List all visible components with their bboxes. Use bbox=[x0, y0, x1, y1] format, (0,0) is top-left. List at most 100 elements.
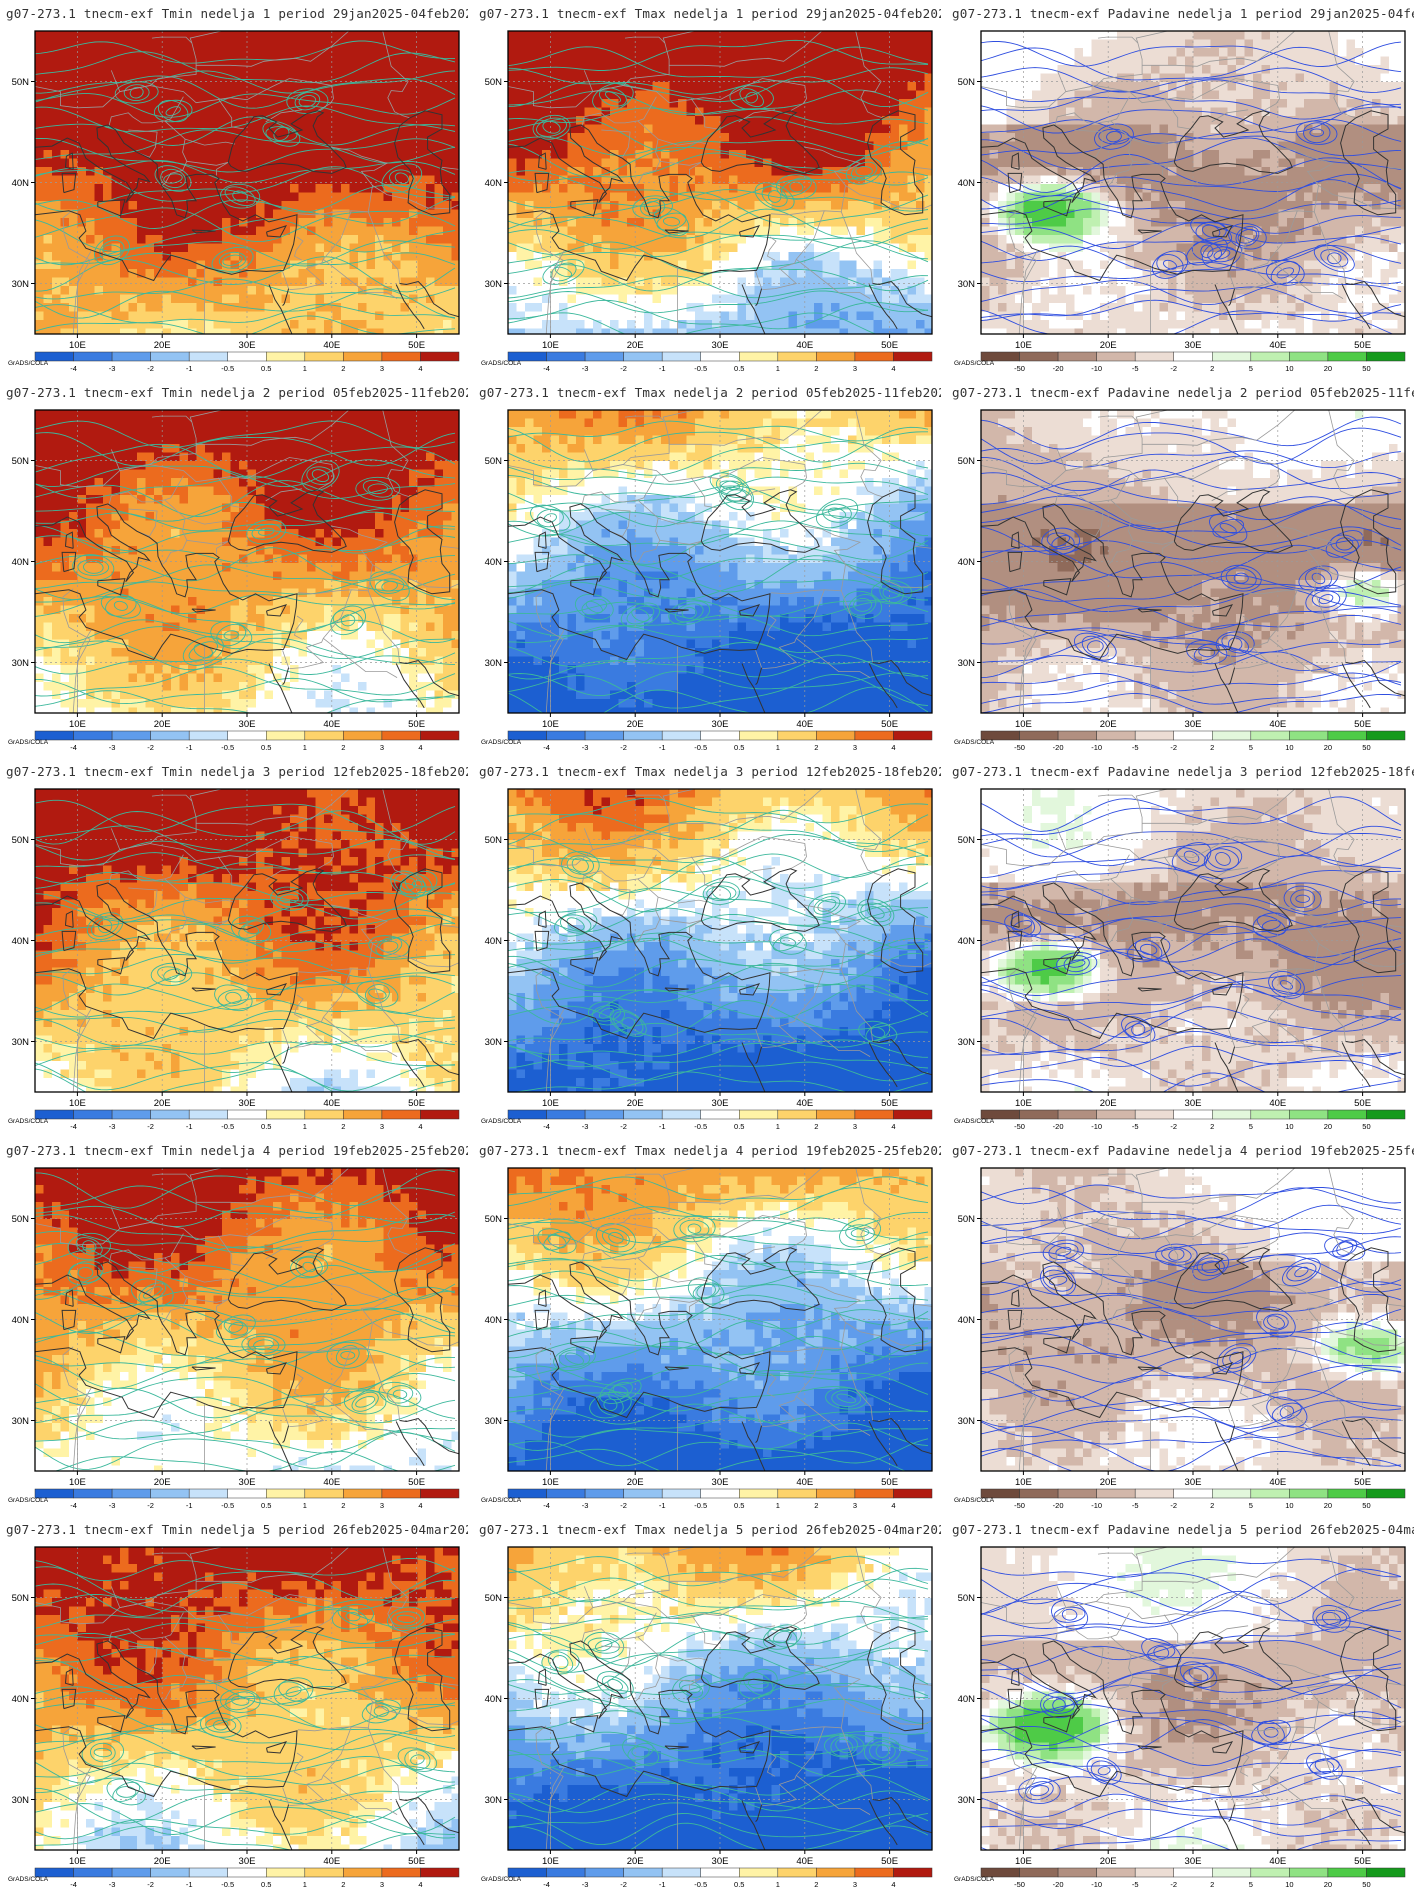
legend-label: -10 bbox=[1091, 1880, 1102, 1889]
lon-tick-label: 10E bbox=[1015, 719, 1032, 730]
lat-tick-label: 40N bbox=[958, 936, 976, 947]
legend-swatch bbox=[381, 730, 421, 741]
legend-label: 0.5 bbox=[734, 743, 744, 752]
lon-tick-label: 50E bbox=[1354, 340, 1371, 351]
legend-label: -2 bbox=[147, 364, 154, 373]
map-figure: 10E 20E 30E 40E 50E 50N 40N 30N -50 -20 -10 -5 -2 2 5 1… bbox=[954, 409, 1406, 752]
lat-tick-label: 30N bbox=[485, 279, 503, 290]
map-figure: 10E 20E 30E 40E 50E 50N 40N 30N -4 -3 -2 -1 -0.5 0.5 1… bbox=[481, 1167, 933, 1510]
legend-label: -3 bbox=[582, 743, 589, 752]
panel-title: g07-273.1 tnecm-exf Tmin nedelja 3 perio… bbox=[6, 764, 468, 779]
legend-label: 5 bbox=[1249, 364, 1253, 373]
legend-swatch bbox=[661, 351, 701, 362]
legend-swatch bbox=[893, 1109, 933, 1120]
legend-swatch bbox=[1019, 351, 1059, 362]
coastlines bbox=[981, 1247, 1405, 1471]
legend-label: 3 bbox=[380, 1122, 384, 1131]
color-legend: -4 -3 -2 -1 -0.5 0.5 1 2 3 4 bbox=[34, 351, 460, 373]
graticule bbox=[508, 410, 932, 713]
legend-label: 3 bbox=[853, 1122, 857, 1131]
legend-label: -10 bbox=[1091, 1122, 1102, 1131]
lon-tick-label: 20E bbox=[154, 1856, 171, 1867]
legend-label: 50 bbox=[1362, 1501, 1370, 1510]
contour-lines bbox=[981, 796, 1402, 1092]
lon-tick-label: 40E bbox=[323, 1856, 340, 1867]
color-legend: -4 -3 -2 -1 -0.5 0.5 1 2 3 4 bbox=[507, 1488, 933, 1510]
lon-tick-label: 20E bbox=[627, 1098, 644, 1109]
legend-label: 1 bbox=[303, 1880, 307, 1889]
shaded-anomaly-field bbox=[508, 1168, 932, 1471]
lon-tick-label: 50E bbox=[881, 719, 898, 730]
legend-swatch bbox=[227, 730, 267, 741]
legend-swatch bbox=[1366, 1488, 1406, 1499]
legend-swatch bbox=[623, 730, 663, 741]
legend-label: 4 bbox=[418, 743, 422, 752]
lon-tick-label: 40E bbox=[323, 1098, 340, 1109]
legend-swatch bbox=[1327, 730, 1367, 741]
graticule bbox=[981, 789, 1405, 1092]
map-figure: 10E 20E 30E 40E 50E 50N 40N 30N -4 -3 -2 -1 -0.5 0.5 1… bbox=[8, 409, 460, 752]
legend-swatch bbox=[1096, 1488, 1136, 1499]
contour-lines bbox=[981, 1558, 1402, 1850]
shaded-anomaly-field bbox=[981, 410, 1405, 713]
legend-swatch bbox=[73, 730, 113, 741]
legend-swatch bbox=[188, 730, 228, 741]
lon-tick-label: 20E bbox=[1100, 1856, 1117, 1867]
legend-label: 20 bbox=[1324, 1501, 1332, 1510]
legend-swatch bbox=[1057, 1867, 1097, 1878]
coastlines bbox=[35, 868, 459, 1092]
legend-label: 1 bbox=[776, 1880, 780, 1889]
legend-label: 2 bbox=[814, 364, 818, 373]
legend-label: -3 bbox=[109, 1501, 116, 1510]
legend-label: -2 bbox=[620, 364, 627, 373]
panel-title: g07-273.1 tnecm-exf Tmin nedelja 4 perio… bbox=[6, 1143, 468, 1158]
lat-tick-label: 40N bbox=[485, 936, 503, 947]
legend-swatch bbox=[546, 730, 586, 741]
map-figure: 10E 20E 30E 40E 50E 50N 40N 30N -4 -3 -2 -1 -0.5 0.5 1… bbox=[8, 30, 460, 373]
legend-swatch bbox=[661, 1109, 701, 1120]
legend-swatch bbox=[893, 1867, 933, 1878]
legend-label: 5 bbox=[1249, 743, 1253, 752]
legend-label: 4 bbox=[418, 364, 422, 373]
legend-swatch bbox=[623, 1488, 663, 1499]
legend-swatch bbox=[420, 1867, 460, 1878]
legend-swatch bbox=[777, 730, 817, 741]
legend-swatch bbox=[546, 1109, 586, 1120]
legend-label: 20 bbox=[1324, 1122, 1332, 1131]
graticule bbox=[35, 1547, 459, 1850]
legend-label: -3 bbox=[109, 364, 116, 373]
lat-tick-label: 50N bbox=[485, 1214, 503, 1225]
coastlines bbox=[981, 1626, 1405, 1850]
legend-label: -2 bbox=[147, 1880, 154, 1889]
legend-label: 0.5 bbox=[734, 1501, 744, 1510]
legend-swatch bbox=[584, 351, 624, 362]
lon-tick-label: 20E bbox=[627, 719, 644, 730]
legend-swatch bbox=[1327, 351, 1367, 362]
legend-label: 20 bbox=[1324, 364, 1332, 373]
grads-credit: GrADS/COLA bbox=[954, 1876, 995, 1883]
legend-swatch bbox=[1057, 730, 1097, 741]
legend-swatch bbox=[700, 1867, 740, 1878]
legend-label: 20 bbox=[1324, 1880, 1332, 1889]
lon-tick-label: 10E bbox=[69, 340, 86, 351]
grads-credit: GrADS/COLA bbox=[481, 739, 522, 746]
legend-swatch bbox=[1289, 1488, 1329, 1499]
panel-title: g07-273.1 tnecm-exf Padavine nedelja 1 p… bbox=[952, 6, 1414, 21]
legend-swatch bbox=[1212, 730, 1252, 741]
legend-label: 0.5 bbox=[261, 1122, 271, 1131]
legend-swatch bbox=[1289, 1109, 1329, 1120]
lat-tick-label: 50N bbox=[12, 1593, 30, 1604]
lon-tick-label: 30E bbox=[1185, 1477, 1202, 1488]
legend-label: 2 bbox=[814, 743, 818, 752]
contour-lines bbox=[508, 39, 929, 334]
legend-label: 2 bbox=[1210, 1501, 1214, 1510]
legend-label: 2 bbox=[341, 1122, 345, 1131]
legend-swatch bbox=[381, 351, 421, 362]
legend-swatch bbox=[1212, 1867, 1252, 1878]
legend-label: 10 bbox=[1285, 743, 1293, 752]
legend-label: -50 bbox=[1014, 743, 1025, 752]
legend-swatch bbox=[1250, 1488, 1290, 1499]
legend-label: 50 bbox=[1362, 1880, 1370, 1889]
lon-tick-label: 10E bbox=[1015, 1856, 1032, 1867]
legend-swatch bbox=[266, 1109, 306, 1120]
